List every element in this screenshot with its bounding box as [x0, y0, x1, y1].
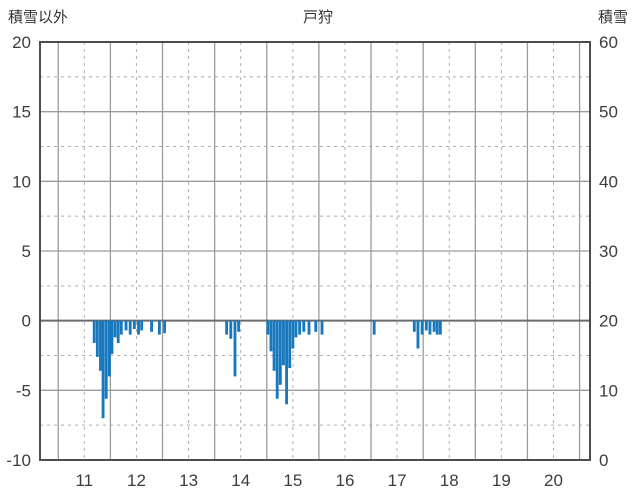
precip-bar [291, 320, 295, 349]
right-axis-tick-label: 10 [599, 381, 618, 400]
plot-border [39, 41, 591, 461]
precip-bar [298, 320, 302, 335]
precip-bar [132, 320, 136, 330]
precip-bar [104, 320, 108, 399]
precip-bar [237, 320, 241, 332]
right-axis-tick-label: 60 [599, 33, 618, 52]
precip-bar [99, 320, 102, 371]
x-axis-tick-label: 15 [283, 471, 302, 490]
left-axis-tick-label: 15 [12, 103, 31, 122]
left-axis-title: 積雪以外 [8, 9, 69, 26]
right-axis-tick-label: 50 [599, 103, 618, 122]
right-axis-title: 積雪 [597, 9, 628, 26]
precip-bar [163, 320, 167, 334]
x-axis-tick-label: 16 [336, 471, 355, 490]
precip-bar [412, 320, 416, 332]
precip-bar [107, 320, 111, 377]
precip-bar [282, 320, 285, 366]
x-axis-tick-label: 20 [544, 471, 563, 490]
x-axis-tick-label: 18 [440, 471, 459, 490]
precip-bar [435, 320, 439, 335]
x-axis-tick-label: 14 [231, 471, 250, 490]
precip-bar [124, 320, 128, 331]
precip-bar [157, 320, 161, 335]
precip-bar [233, 320, 237, 377]
precip-bar [428, 320, 432, 335]
precip-bar [110, 320, 114, 355]
precip-bar [137, 320, 140, 335]
precip-bar [119, 320, 123, 335]
precip-bar [128, 320, 132, 335]
precip-bar [420, 320, 424, 335]
left-axis-tick-label: -10 [6, 451, 31, 470]
precip-bar [116, 320, 120, 343]
precip-bar [150, 320, 153, 332]
x-axis-tick-label: 17 [388, 471, 407, 490]
precip-bar [416, 320, 420, 349]
precip-bar [438, 320, 442, 335]
precip-bar [288, 320, 292, 369]
precip-bar [269, 320, 273, 352]
precip-bar [275, 320, 279, 399]
precip-bar [302, 320, 306, 332]
precip-bar [285, 320, 289, 405]
precip-bar [294, 320, 298, 338]
precip-bar [95, 320, 99, 357]
precip-bar [424, 320, 428, 331]
left-axis-tick-label: -5 [16, 381, 31, 400]
precip-bar [140, 320, 144, 331]
x-axis-tick-label: 19 [492, 471, 511, 490]
left-axis-tick-label: 0 [22, 312, 31, 331]
precip-bar [113, 320, 117, 338]
right-axis-tick-label: 0 [599, 451, 608, 470]
chart-title: 戸狩 [302, 9, 333, 26]
precip-bar [266, 320, 270, 335]
precip-bar [432, 320, 436, 332]
precip-bar [225, 320, 229, 335]
precip-bar [307, 320, 311, 335]
precip-bar [92, 320, 96, 343]
precip-bar [278, 320, 282, 385]
x-axis-tick-label: 12 [127, 471, 146, 490]
precip-bar [229, 320, 233, 339]
left-axis-tick-label: 20 [12, 33, 31, 52]
precip-bar [272, 320, 276, 371]
precip-bar [314, 320, 318, 332]
precip-bar [101, 320, 105, 419]
precip-bar [372, 320, 376, 335]
right-axis-tick-label: 40 [599, 172, 618, 191]
right-axis-tick-label: 20 [599, 312, 618, 331]
left-axis-tick-label: 5 [22, 242, 31, 261]
precip-bar [320, 320, 324, 335]
right-axis-tick-label: 30 [599, 242, 618, 261]
left-axis-tick-label: 10 [12, 172, 31, 191]
x-axis-tick-label: 11 [75, 471, 93, 490]
x-axis-tick-label: 13 [179, 471, 198, 490]
